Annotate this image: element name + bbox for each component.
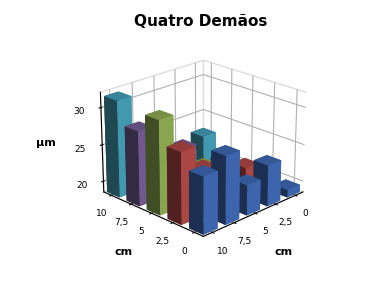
Title: Quatro Demãos: Quatro Demãos [134,14,267,29]
Y-axis label: cm: cm [114,247,133,257]
X-axis label: cm: cm [274,247,292,257]
